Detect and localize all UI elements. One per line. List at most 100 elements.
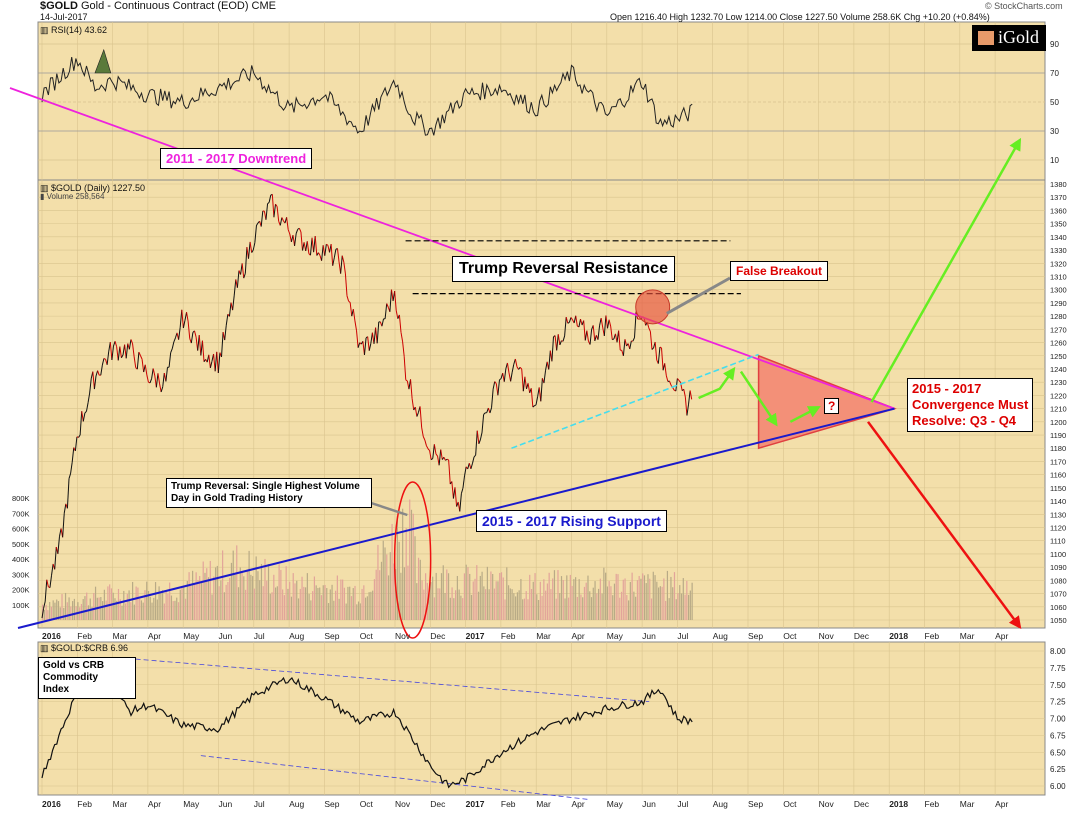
volume-bar — [229, 577, 231, 620]
price-segment — [565, 317, 569, 324]
price-segment — [124, 344, 127, 359]
price-segment — [279, 217, 283, 226]
volume-bar — [465, 564, 467, 620]
volume-bar — [511, 589, 513, 620]
price-segment — [657, 347, 661, 364]
volume-bar — [504, 599, 506, 620]
price-tick-label: 1370 — [1050, 193, 1067, 202]
price-segment — [430, 458, 434, 461]
price-tick-label: 1340 — [1050, 233, 1067, 242]
volume-bar — [499, 572, 501, 620]
price-segment — [649, 331, 653, 350]
price-segment — [634, 311, 637, 338]
volume-bar — [252, 576, 254, 620]
price-segment — [314, 236, 318, 256]
volume-bar — [520, 578, 522, 620]
price-segment — [394, 291, 397, 311]
price-segment — [41, 608, 45, 619]
channel-line — [511, 353, 759, 449]
x-tick-label: Feb — [501, 799, 516, 809]
volume-bar — [64, 592, 67, 620]
volume-bar — [596, 593, 598, 620]
volume-bar — [290, 596, 293, 620]
volume-bar — [548, 572, 550, 620]
price-tick-label: 1270 — [1050, 325, 1067, 334]
price-tick-label: 1250 — [1050, 352, 1067, 361]
price-segment — [368, 343, 372, 351]
volume-bar — [663, 578, 665, 620]
volume-bar — [68, 597, 70, 620]
volume-bar — [133, 604, 135, 620]
price-segment — [432, 444, 435, 459]
volume-bar — [421, 580, 423, 620]
volume-bar — [430, 582, 432, 620]
price-segment — [267, 202, 270, 205]
price-segment — [326, 243, 329, 246]
price-segment — [251, 249, 254, 253]
price-segment — [78, 434, 81, 438]
price-segment — [356, 330, 359, 348]
volume-bar — [661, 586, 663, 620]
volume-bar — [234, 574, 236, 620]
volume-bar — [213, 576, 215, 620]
price-tick-label: 1110 — [1050, 537, 1066, 546]
volume-bar — [214, 567, 217, 620]
volume-bar — [668, 598, 670, 620]
x-tick-label: Nov — [819, 799, 835, 809]
volume-bar — [73, 598, 75, 620]
volume-bar — [282, 589, 284, 620]
volume-bar — [244, 589, 247, 620]
price-segment — [506, 362, 510, 373]
credit: © StockCharts.com — [985, 1, 1063, 11]
price-segment — [62, 513, 65, 538]
price-segment — [70, 462, 73, 474]
volume-bar — [672, 587, 674, 620]
volume-bar — [583, 586, 586, 620]
volume-bar — [356, 604, 358, 620]
volume-bar — [500, 572, 503, 620]
price-tick-label: 1180 — [1050, 444, 1066, 453]
volume-bar — [506, 567, 508, 620]
price-segment — [111, 346, 114, 361]
volume-bar — [45, 604, 47, 620]
price-segment — [460, 487, 464, 494]
volume-bar — [116, 600, 118, 620]
volume-bar — [460, 595, 462, 620]
price-segment — [545, 361, 548, 371]
volume-bar — [327, 603, 330, 620]
price-tick-label: 1260 — [1050, 339, 1067, 348]
price-segment — [157, 373, 161, 384]
price-segment — [373, 327, 377, 344]
volume-bar — [409, 499, 411, 620]
volume-bar — [472, 581, 474, 620]
volume-bar — [329, 589, 331, 620]
volume-bar — [682, 578, 684, 620]
volume-bar — [440, 573, 443, 620]
resistance-label: Trump Reversal Resistance — [452, 256, 675, 282]
volume-tick-label: 500K — [12, 540, 30, 549]
support-line — [17, 407, 895, 629]
support-label: 2015 - 2017 Rising Support — [476, 510, 667, 532]
volume-bar — [527, 599, 529, 620]
volume-bar — [650, 598, 653, 620]
volume-bar — [680, 593, 683, 620]
price-segment — [178, 327, 181, 340]
price-segment — [165, 367, 168, 382]
volume-bar — [666, 570, 669, 620]
volume-bar — [63, 607, 65, 620]
price-segment — [648, 327, 651, 332]
ratio-line — [41, 676, 693, 789]
price-segment — [557, 334, 561, 346]
price-segment — [483, 412, 486, 415]
price-segment — [421, 427, 424, 437]
volume-bar — [509, 588, 511, 620]
volume-bar — [345, 603, 347, 620]
price-segment — [605, 315, 609, 329]
price-tick-label: 1100 — [1050, 550, 1066, 559]
volume-bar — [428, 593, 430, 620]
price-segment — [241, 263, 245, 279]
price-segment — [497, 379, 500, 396]
volume-bar — [529, 574, 531, 620]
price-segment — [162, 373, 165, 387]
price-tick-label: 1120 — [1050, 524, 1066, 533]
